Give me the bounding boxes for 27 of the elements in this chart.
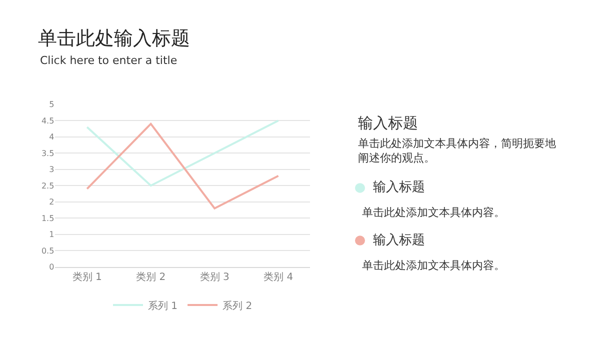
text: 单击此处添加文本具体内容。 xyxy=(362,206,505,219)
x-tick-label: 类别 4 xyxy=(264,270,294,283)
chart-title: 单击此处输入标题 xyxy=(38,28,190,50)
line-series xyxy=(86,120,280,187)
y-tick-label: 4 xyxy=(49,132,54,142)
y-tick-label: 2.5 xyxy=(41,181,54,190)
y-tick-label: 0.5 xyxy=(41,246,54,256)
y-tick-label: 3 xyxy=(49,165,54,174)
y-tick-label: 3.5 xyxy=(41,148,54,158)
x-tick-label: 类别 1 xyxy=(72,270,102,283)
text: 单击此处添加文本具体内容。 xyxy=(362,259,505,272)
legend-label: 系列 1 xyxy=(148,300,178,312)
y-tick-label: 1 xyxy=(49,230,54,240)
chart-subtitle: Click here to enter a title xyxy=(40,54,178,67)
x-tick-label: 类别 3 xyxy=(200,270,230,283)
y-tick-label: 0 xyxy=(49,262,54,272)
text: 输入标题 xyxy=(373,233,425,248)
text: 输入标题 xyxy=(358,114,418,132)
y-tick-label: 5 xyxy=(49,100,54,110)
y-tick-label: 4.5 xyxy=(41,116,54,126)
y-tick-label: 1.5 xyxy=(41,214,54,223)
line-series xyxy=(86,122,280,210)
y-tick-label: 2 xyxy=(49,198,54,207)
text: 输入标题 xyxy=(373,180,425,195)
legend-label: 系列 2 xyxy=(222,300,252,312)
text: 单击此处添加文本具体内容，简明扼要地阐述你的观点。 xyxy=(358,137,556,164)
x-tick-label: 类别 2 xyxy=(136,270,166,283)
